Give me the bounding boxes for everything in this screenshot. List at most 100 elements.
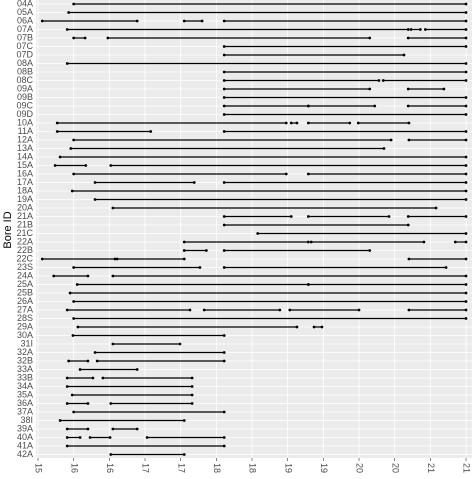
endpoint	[86, 402, 90, 405]
endpoint	[453, 240, 457, 244]
y-tick-label: 24A	[17, 270, 33, 280]
endpoint	[464, 215, 468, 218]
y-tick-label: 22C	[16, 253, 33, 263]
y-tick-label: 07A	[17, 24, 33, 34]
endpoint	[464, 274, 468, 278]
y-tick-label: 25A	[17, 279, 33, 289]
endpoint	[76, 325, 80, 329]
endpoint	[84, 164, 88, 167]
endpoint	[149, 130, 153, 133]
endpoint	[91, 376, 95, 380]
endpoint	[135, 19, 139, 23]
endpoint	[222, 96, 226, 99]
endpoint	[434, 206, 438, 210]
endpoint	[464, 164, 468, 167]
y-tick-label: 29A	[17, 321, 33, 331]
endpoint	[309, 240, 313, 244]
endpoint	[113, 257, 117, 261]
endpoint	[464, 172, 468, 176]
endpoint	[406, 215, 410, 218]
y-tick-label: 23S	[17, 262, 33, 272]
endpoint	[40, 257, 44, 261]
endpoint	[182, 453, 186, 456]
endpoint	[368, 36, 372, 40]
endpoint	[109, 453, 113, 456]
endpoint	[464, 138, 468, 142]
endpoint	[222, 45, 226, 48]
endpoint	[389, 138, 393, 142]
endpoint	[222, 351, 226, 354]
y-tick-label: 09A	[17, 83, 33, 93]
endpoint	[306, 121, 310, 125]
endpoint	[306, 240, 310, 244]
endpoint	[356, 121, 360, 125]
endpoint	[222, 79, 226, 82]
endpoint	[377, 79, 381, 82]
endpoint	[289, 215, 293, 218]
x-tick-label: 16	[69, 463, 79, 473]
endpoint	[65, 444, 69, 448]
endpoint	[190, 376, 194, 380]
endpoint	[407, 138, 411, 142]
endpoint	[65, 376, 69, 380]
endpoint	[93, 181, 97, 184]
endpoint	[72, 36, 76, 40]
endpoint	[182, 419, 186, 422]
endpoint	[295, 121, 299, 125]
endpoint	[284, 172, 288, 176]
endpoint	[464, 240, 468, 244]
y-tick-label: 21B	[17, 219, 33, 229]
endpoint	[72, 172, 76, 176]
endpoint	[423, 28, 427, 31]
endpoint	[198, 266, 202, 269]
endpoint	[109, 402, 113, 405]
y-tick-label: 36A	[17, 398, 33, 408]
endpoint	[202, 308, 206, 312]
endpoint	[55, 130, 59, 133]
endpoint	[306, 104, 310, 108]
y-tick-label: 09B	[17, 92, 33, 102]
endpoint	[464, 291, 468, 295]
y-tick-label: 40A	[17, 432, 33, 442]
y-tick-label: 26A	[17, 296, 33, 306]
endpoint	[464, 257, 468, 261]
endpoint	[108, 436, 112, 439]
x-tick-label: 17	[176, 463, 186, 473]
y-tick-label: 32B	[17, 355, 33, 365]
endpoint	[111, 206, 115, 210]
endpoint	[222, 444, 226, 448]
y-tick-label: 09D	[16, 109, 33, 119]
y-tick-label: 31I	[20, 338, 33, 348]
x-tick-label: 19	[319, 463, 329, 473]
endpoint	[65, 402, 69, 405]
endpoint	[65, 436, 69, 439]
endpoint	[222, 19, 226, 23]
y-tick-label: 07D	[16, 49, 33, 59]
y-tick-label: 33B	[17, 372, 33, 382]
endpoint	[111, 427, 115, 431]
endpoint	[464, 11, 468, 14]
endpoint	[464, 198, 468, 201]
endpoint	[101, 376, 105, 380]
endpoint	[65, 28, 69, 31]
endpoint	[295, 325, 299, 329]
endpoint	[65, 427, 69, 431]
endpoint	[464, 189, 468, 193]
endpoint	[106, 36, 110, 40]
y-axis-title: Bore ID	[2, 211, 14, 248]
endpoint	[93, 198, 97, 201]
endpoint	[222, 334, 226, 337]
endpoint	[222, 87, 226, 91]
y-tick-label: 09C	[16, 100, 33, 110]
endpoint	[406, 28, 410, 31]
y-tick-label: 20A	[17, 202, 33, 212]
y-tick-label: 16A	[17, 168, 33, 178]
endpoint	[289, 121, 293, 125]
endpoint	[86, 274, 90, 278]
y-tick-label: 08A	[17, 58, 33, 68]
endpoint	[135, 427, 139, 431]
endpoint	[72, 410, 76, 414]
endpoint	[70, 393, 74, 397]
endpoint	[222, 266, 226, 269]
y-tick-label: 07B	[17, 32, 33, 42]
